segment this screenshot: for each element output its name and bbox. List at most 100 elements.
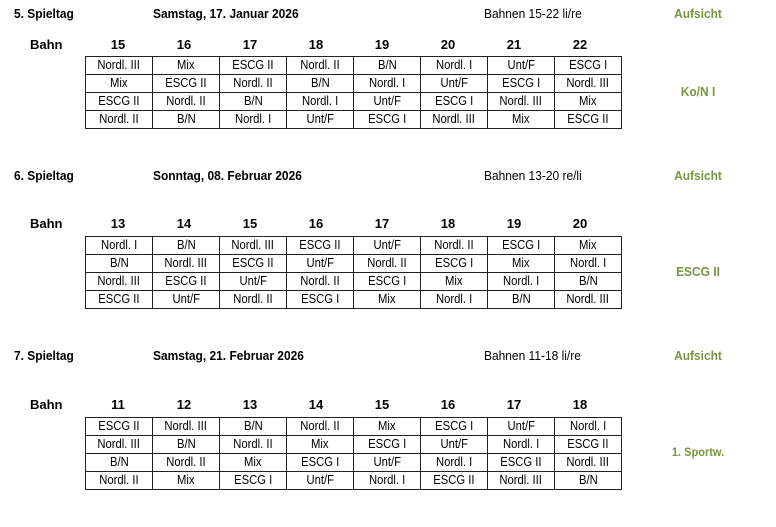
team-name: Nordl. III <box>499 473 543 487</box>
lane-number-header: 21 <box>506 37 522 52</box>
table-row: ESCG II Nordl. II B/N Nordl. I Unt/F ESCG I No… <box>85 92 622 111</box>
team-name: Nordl. II <box>233 292 273 306</box>
table-cell: ESCG I <box>219 471 287 490</box>
table-cell: Unt/F <box>286 110 354 129</box>
table-cell: ESCG II <box>487 453 555 472</box>
table-cell: ESCG II <box>554 110 622 129</box>
lane-number-header: 16 <box>176 37 192 52</box>
table-cell: Nordl. III <box>85 56 153 75</box>
bahn-label: Bahn <box>30 37 63 52</box>
lane-number-header: 16 <box>440 397 456 412</box>
table-cell: ESCG I <box>420 92 488 111</box>
team-name: Unt/F <box>440 76 468 90</box>
team-name: Nordl. III <box>164 419 208 433</box>
table-cell: Nordl. II <box>152 92 220 111</box>
table-cell: B/N <box>353 56 421 75</box>
bahn-label: Bahn <box>30 216 63 231</box>
table-cell: Unt/F <box>420 435 488 454</box>
team-name: ESCG I <box>367 112 407 126</box>
table-cell: Mix <box>487 110 555 129</box>
table-cell: Mix <box>152 56 220 75</box>
table-cell: Nordl. III <box>152 417 220 436</box>
table-cell: ESCG II <box>85 92 153 111</box>
table-cell: ESCG I <box>420 417 488 436</box>
team-name: Nordl. III <box>97 437 141 451</box>
table-row: Nordl. I B/N Nordl. III ESCG II Unt/F Nordl. … <box>85 236 622 255</box>
lane-number-header: 18 <box>308 37 324 52</box>
table-cell: Nordl. III <box>554 290 622 309</box>
table-cell: ESCG II <box>152 74 220 93</box>
lane-assignment-table: ESCG II Nordl. III B/N Nordl. II Mix ESCG I Un… <box>85 417 622 490</box>
team-name: Nordl. I <box>100 238 138 252</box>
supervisor-name: Ko/N I <box>680 84 716 99</box>
table-cell: B/N <box>487 290 555 309</box>
table-cell: ESCG II <box>286 236 354 255</box>
team-name: Nordl. II <box>233 76 273 90</box>
team-name: ESCG I <box>568 58 608 72</box>
lane-number-header: 20 <box>440 37 456 52</box>
table-cell: Nordl. I <box>219 110 287 129</box>
team-name: Nordl. II <box>99 112 139 126</box>
table-cell: Nordl. III <box>152 254 220 273</box>
table-cell: Nordl. I <box>420 453 488 472</box>
table-cell: ESCG I <box>420 254 488 273</box>
lanes-info: Bahnen 15-22 li/re <box>484 6 582 21</box>
team-name: ESCG II <box>98 94 140 108</box>
lane-number-header: 19 <box>506 216 522 231</box>
supervision-label: Aufsicht <box>674 168 722 183</box>
table-cell: ESCG I <box>286 290 354 309</box>
team-name: Unt/F <box>306 256 334 270</box>
table-cell: B/N <box>152 435 220 454</box>
team-name: Nordl. III <box>499 94 543 108</box>
team-name: Unt/F <box>440 437 468 451</box>
team-name: Nordl. III <box>566 292 610 306</box>
matchday-title: 5. Spieltag <box>14 6 74 21</box>
table-cell: Unt/F <box>286 471 354 490</box>
table-cell: Unt/F <box>286 254 354 273</box>
table-cell: ESCG II <box>85 417 153 436</box>
supervision-label: Aufsicht <box>674 6 722 21</box>
lane-number-header: 20 <box>572 216 588 231</box>
team-name: Nordl. I <box>368 473 406 487</box>
team-name: ESCG II <box>165 76 207 90</box>
team-name: Nordl. III <box>231 238 275 252</box>
table-cell: ESCG II <box>554 435 622 454</box>
team-name: Mix <box>579 94 597 108</box>
lane-number-header: 16 <box>308 216 324 231</box>
team-name: B/N <box>176 238 196 252</box>
team-name: ESCG II <box>500 455 542 469</box>
table-cell: ESCG II <box>85 290 153 309</box>
team-name: ESCG I <box>233 473 273 487</box>
lane-number-header: 13 <box>242 397 258 412</box>
team-name: Mix <box>110 76 128 90</box>
table-cell: B/N <box>152 110 220 129</box>
table-cell: ESCG II <box>152 272 220 291</box>
table-cell: Mix <box>554 236 622 255</box>
table-row: Nordl. II Mix ESCG I Unt/F Nordl. I ESCG II No… <box>85 471 622 490</box>
table-row: ESCG II Unt/F Nordl. II ESCG I Mix Nordl. I B/… <box>85 290 622 309</box>
team-name: ESCG I <box>367 437 407 451</box>
table-cell: Nordl. II <box>353 254 421 273</box>
lane-number-header: 15 <box>242 216 258 231</box>
table-cell: Nordl. I <box>353 471 421 490</box>
table-cell: Nordl. I <box>554 417 622 436</box>
lane-number-header: 11 <box>111 397 125 412</box>
table-cell: Nordl. II <box>219 435 287 454</box>
table-cell: Unt/F <box>487 56 555 75</box>
team-name: Unt/F <box>306 112 334 126</box>
team-name: Nordl. I <box>435 58 473 72</box>
table-cell: Unt/F <box>353 236 421 255</box>
table-cell: Nordl. I <box>554 254 622 273</box>
supervisor-name: 1. Sportw. <box>671 445 725 459</box>
lane-number-header: 17 <box>374 216 390 231</box>
table-row: Nordl. III Mix ESCG II Nordl. II B/N Nordl. I… <box>85 56 622 75</box>
supervisor-name: ESCG II <box>676 264 720 279</box>
matchday-title: 6. Spieltag <box>14 168 74 183</box>
team-name: Nordl. III <box>164 256 208 270</box>
team-name: Nordl. I <box>569 419 607 433</box>
table-cell: Unt/F <box>152 290 220 309</box>
team-name: Nordl. I <box>435 455 473 469</box>
table-cell: Nordl. III <box>554 74 622 93</box>
table-cell: Nordl. III <box>554 453 622 472</box>
team-name: ESCG I <box>501 76 541 90</box>
